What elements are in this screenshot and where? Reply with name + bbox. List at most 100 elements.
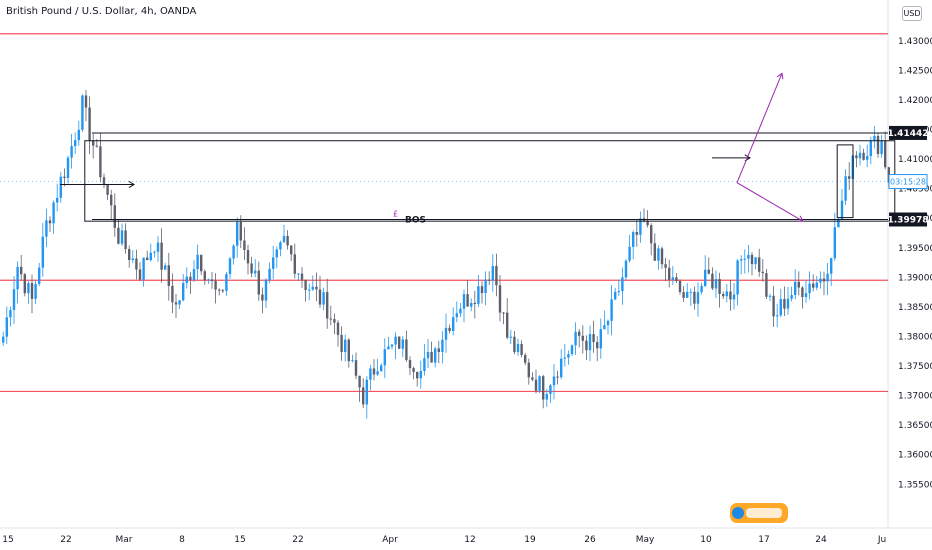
candle-body	[585, 340, 588, 351]
x-tick-label: 26	[584, 535, 596, 545]
candle-body	[16, 266, 19, 290]
candle-body	[257, 270, 260, 295]
candle-body	[426, 351, 430, 359]
candle-body	[858, 152, 862, 159]
candle-body	[869, 140, 872, 157]
candle-body	[192, 269, 196, 281]
currency-badge[interactable]: USD	[902, 6, 922, 21]
candle-body	[488, 279, 491, 281]
bos-marker: £	[393, 209, 398, 218]
event-widget-inner	[746, 508, 782, 518]
y-tick-label: 1.37500	[898, 362, 932, 372]
time-axis[interactable]: 15 22 Mar 8 15 22 Apr 12 19 26 May 10 17 24 Ju	[2, 535, 886, 545]
countdown-widget	[730, 503, 788, 523]
candle-body	[678, 280, 682, 293]
candle-body	[826, 273, 829, 282]
candle-body	[401, 339, 404, 349]
y-tick-label: 1.38500	[898, 303, 932, 313]
candle-body	[462, 294, 466, 309]
black-arrow-left-head	[128, 180, 135, 189]
x-tick-label: 8	[179, 535, 185, 545]
candle-body	[563, 357, 566, 359]
candle-body	[88, 107, 91, 141]
candle-body	[437, 348, 440, 352]
candle-body	[261, 294, 264, 301]
y-tick-label: 1.38000	[898, 332, 932, 342]
candle-body	[779, 299, 782, 316]
candle-body	[174, 302, 178, 305]
x-tick-label: 15	[234, 535, 245, 545]
candle-body	[221, 290, 224, 292]
candle-body	[520, 344, 523, 355]
candle-body	[333, 319, 336, 323]
current-price-bg	[888, 174, 928, 190]
drawings: BOS £	[0, 72, 896, 225]
x-tick-label: 10	[700, 535, 712, 545]
y-tick-label: 1.35500	[898, 480, 932, 490]
candle-body	[128, 249, 131, 260]
candle-body	[156, 242, 160, 252]
candle-body	[711, 273, 714, 289]
candle-body	[434, 348, 437, 363]
candle-body	[12, 289, 16, 311]
candle-body	[574, 331, 577, 346]
candle-body	[808, 283, 811, 294]
candle-body	[729, 291, 732, 300]
candle-body	[412, 368, 415, 372]
candle-body	[758, 257, 761, 272]
candle-body	[135, 258, 138, 270]
candle-body	[380, 365, 383, 372]
candle-body	[225, 274, 228, 291]
candle-body	[318, 289, 322, 305]
candle-body	[639, 218, 642, 235]
candle-body	[682, 292, 685, 298]
candle-body	[743, 258, 746, 260]
candle-body	[286, 235, 289, 246]
price-label-bg	[889, 125, 927, 140]
price-axis[interactable]: 1.430001.425001.420001.415001.410001.405…	[888, 37, 932, 490]
candle-body	[272, 257, 275, 269]
candle-body	[210, 279, 214, 281]
candle-body	[30, 283, 34, 299]
candle-body	[452, 317, 455, 331]
candle-body	[138, 269, 142, 280]
candle-body	[27, 283, 30, 294]
candle-body	[329, 318, 332, 320]
candle-body	[459, 308, 462, 314]
candle-body	[750, 254, 754, 265]
candle-body	[23, 274, 26, 294]
candle-body	[146, 257, 149, 261]
candle-body	[236, 222, 239, 246]
candle-body	[383, 349, 386, 366]
candle-body	[358, 375, 361, 388]
candle-body	[714, 279, 718, 289]
candle-body	[624, 260, 628, 278]
candle-body	[603, 325, 606, 330]
candle-body	[326, 292, 329, 319]
candle-body	[732, 294, 736, 300]
candle-body	[873, 135, 876, 141]
candle-body	[556, 376, 559, 378]
purple-arrow-up	[736, 73, 783, 183]
candle-body	[542, 376, 545, 400]
candle-body	[484, 279, 487, 294]
candle-body	[70, 146, 73, 158]
candle-body	[837, 219, 840, 228]
candle-body	[369, 368, 372, 380]
candle-body	[570, 345, 574, 355]
candle-body	[470, 302, 473, 307]
candle-body	[524, 354, 527, 363]
candle-body	[588, 334, 592, 351]
candle-body	[876, 135, 880, 154]
candle-body	[322, 292, 325, 305]
candle-body	[95, 145, 98, 147]
y-tick-label: 1.36000	[898, 451, 932, 461]
candle-body	[704, 269, 707, 286]
candle-body	[419, 371, 422, 379]
candle-body	[646, 220, 649, 226]
candle-body	[376, 371, 379, 375]
purple-arrow-up-head	[776, 72, 784, 80]
candle-body	[394, 336, 397, 345]
